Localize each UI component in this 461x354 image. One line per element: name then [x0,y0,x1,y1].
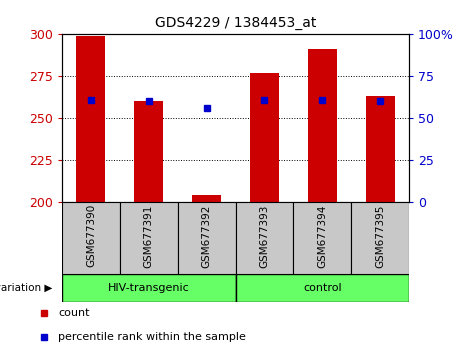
Bar [236,274,409,302]
Bar [308,49,337,202]
Bar [351,202,409,274]
Text: HIV-transgenic: HIV-transgenic [108,283,189,293]
Title: GDS4229 / 1384453_at: GDS4229 / 1384453_at [155,16,316,30]
Text: percentile rank within the sample: percentile rank within the sample [58,332,246,342]
Text: GSM677390: GSM677390 [86,204,96,267]
Bar [134,101,163,202]
Bar [236,202,293,274]
Text: GSM677395: GSM677395 [375,204,385,268]
Bar [120,202,177,274]
Text: count: count [58,308,90,318]
Text: GSM677392: GSM677392 [201,204,212,268]
Bar [77,36,106,202]
Text: control: control [303,283,342,293]
Bar [293,202,351,274]
Bar [62,274,236,302]
Text: GSM677391: GSM677391 [144,204,154,268]
Bar [192,195,221,202]
Text: GSM677393: GSM677393 [260,204,269,268]
Bar [366,96,395,202]
Bar [62,202,120,274]
Bar [250,73,279,202]
Text: genotype/variation ▶: genotype/variation ▶ [0,283,53,293]
Text: GSM677394: GSM677394 [317,204,327,268]
Bar [177,202,236,274]
